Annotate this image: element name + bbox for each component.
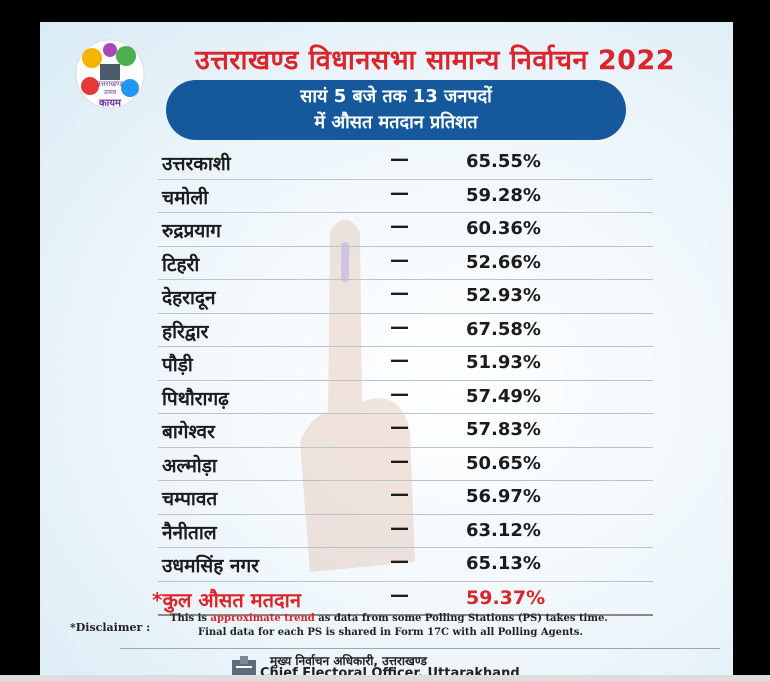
logo-text-bottom: कायम [98,98,122,109]
turnout-value: 67.58% [466,318,541,340]
row-dash: — [390,416,409,438]
total-row: *कुल औसत मतदान — 59.37% [152,582,653,616]
district-name: रुद्रप्रयाग [162,220,221,242]
row-dash: — [390,516,409,539]
turnout-value: 60.36% [466,218,541,239]
row-dash: — [390,215,409,237]
disclaimer-label: *Disclaimer : [70,621,151,634]
logo-text-top: उत्तराखण्ड [97,80,123,88]
disclaimer-line-1: This is approximate trend as data from s… [170,613,608,624]
row-dash: — [390,349,409,371]
row-dash: — [390,248,409,271]
row-dash: — [390,483,409,505]
eci-logo-icon [232,656,256,676]
turnout-value: 57.49% [466,385,541,407]
district-name: देहरादून [162,287,216,309]
table-row: नैनीताल — 63.12% [158,515,653,548]
district-name: टिहरी [162,253,200,276]
turnout-value: 52.93% [466,285,541,306]
district-name: बागेश्वर [162,421,215,443]
banner-line-1: सायं 5 बजे तक 13 जनपदों [300,86,492,107]
table-row: टिहरी — 52.66% [158,247,653,280]
turnout-value: 50.65% [466,452,541,474]
logo-text-mid: उत्सव [104,89,117,96]
footer-line-1: मुख्य निर्वाचन अधिकारी, उत्तराखण्ड [270,654,427,668]
banner-line-2: में औसत मतदान प्रतिशत [314,112,478,133]
row-dash: — [390,550,409,572]
table-row: चमोली — 59.28% [158,180,653,213]
table-row: उधमसिंह नगर — 65.13% [158,548,653,582]
row-dash: — [390,181,409,204]
table-row: बागेश्वर — 57.83% [158,414,653,448]
row-dash: — [390,449,409,472]
disclaimer-line-2: Final data for each PS is shared in Form… [198,627,583,638]
turnout-value: 57.83% [466,419,541,440]
table-row: पिथौरागढ़ — 57.49% [158,381,653,414]
voting-finger-illustration [300,219,415,572]
turnout-value: 51.93% [466,352,541,373]
district-name: चमोली [162,186,209,209]
page-title: उत्तराखण्ड विधानसभा सामान्य निर्वाचन 202… [194,45,676,76]
turnout-value: 63.12% [466,519,541,541]
table-row: उत्तरकाशी — 65.55% [158,146,653,180]
district-name: पौड़ी [162,354,193,376]
turnout-value: 59.37% [466,586,546,609]
turnout-value: 56.97% [466,486,541,507]
turnout-table: उत्तरकाशी — 65.55% चमोली — 59.28% रुद्रप्रयाग —… [152,146,653,616]
row-dash: — [390,382,409,405]
row-dash: — [390,583,409,606]
poster-card: उत्तराखण्ड उत्सव कायम उत्तराखण्ड विधानसभ… [40,22,733,681]
district-name: पिथौरागढ़ [162,387,229,410]
turnout-value: 65.13% [466,553,541,574]
table-row: रुद्रप्रयाग — 60.36% [158,213,653,247]
district-name: नैनीताल [162,521,217,544]
district-name: उधमसिंह नगर [162,555,259,577]
turnout-value: 59.28% [466,184,541,206]
table-row: अल्मोड़ा — 50.65% [158,448,653,481]
disclaimer: *Disclaimer : This is approximate trend … [70,609,710,647]
table-row: पौड़ी — 51.93% [158,347,653,381]
district-name: चम्पावत [162,488,218,510]
table-row: चम्पावत — 56.97% [158,481,653,515]
district-name: *कुल औसत मतदान [152,587,301,612]
turnout-value: 52.66% [466,251,541,273]
row-dash: — [390,148,409,170]
table-row: हरिद्वार — 67.58% [158,314,653,347]
subtitle-banner: सायं 5 बजे तक 13 जनपदों में औसत मतदान प्… [166,80,626,140]
row-dash: — [390,315,409,338]
district-name: हरिद्वार [162,320,209,343]
footer-divider [120,648,720,649]
election-logo: उत्तराखण्ड उत्सव कायम [75,39,145,109]
turnout-value: 65.55% [466,151,541,172]
bottom-strip [0,675,770,681]
district-name: अल्मोड़ा [162,454,217,477]
table-row: देहरादून — 52.93% [158,280,653,314]
district-name: उत्तरकाशी [162,153,231,175]
row-dash: — [390,282,409,304]
